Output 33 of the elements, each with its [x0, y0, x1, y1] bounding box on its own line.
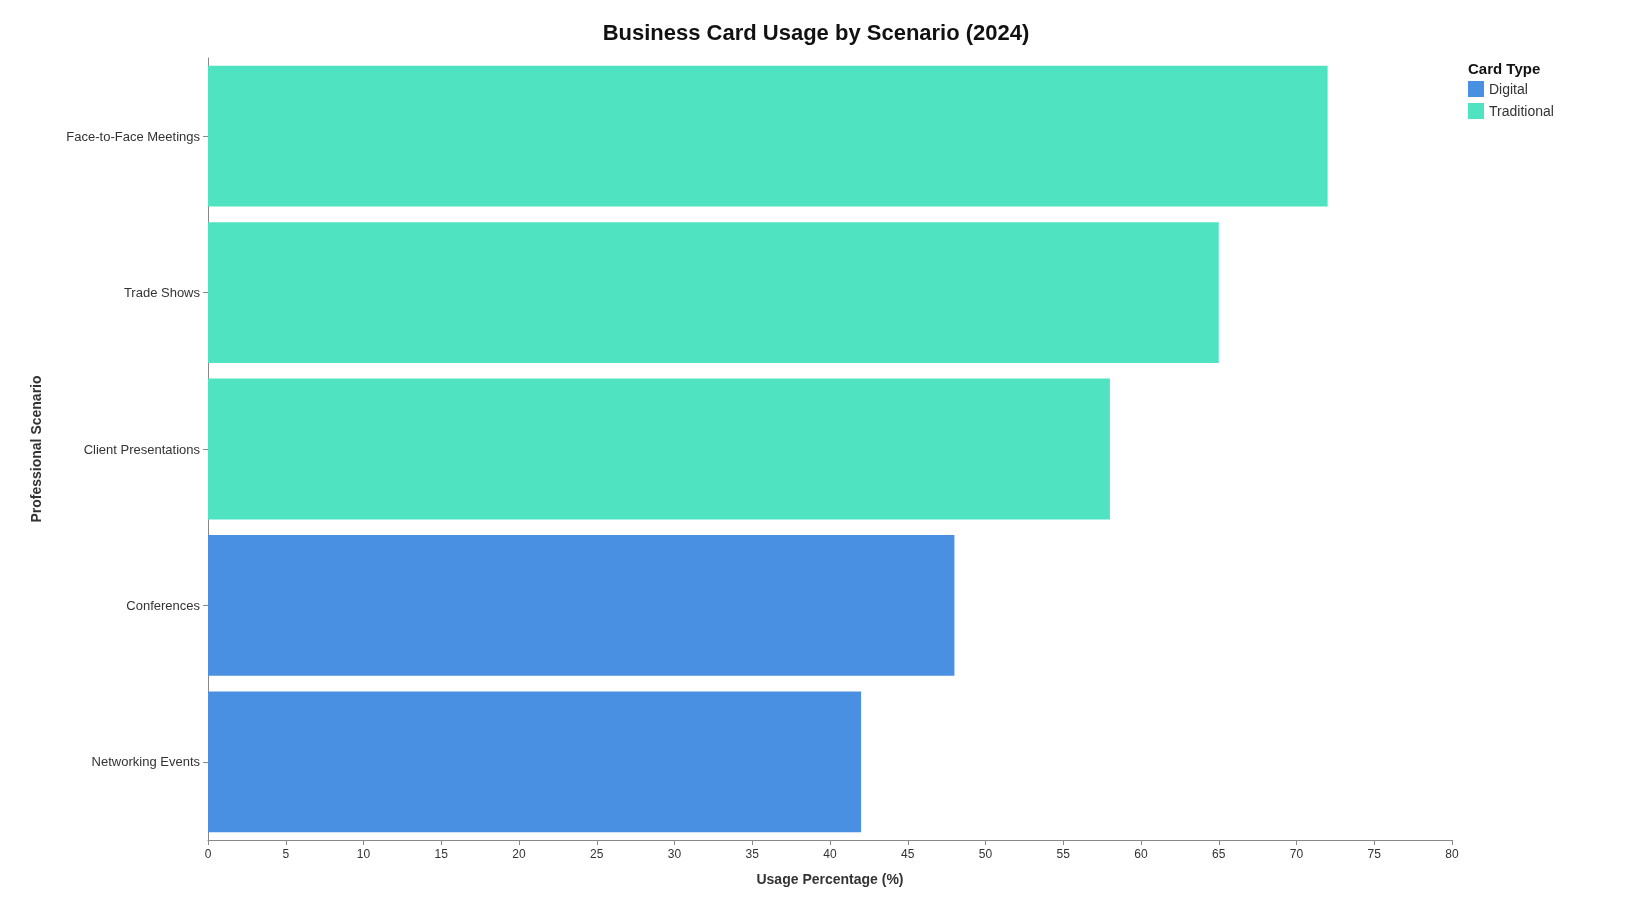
chart-title: Business Card Usage by Scenario (2024): [602, 19, 1030, 45]
x-tick-label: 80: [1445, 847, 1459, 861]
x-tick-label: 60: [1134, 847, 1148, 861]
x-tick-label: 20: [512, 847, 526, 861]
x-tick-label: 35: [745, 847, 760, 861]
legend-label: Digital: [1489, 81, 1528, 97]
x-tick-label: 15: [434, 847, 449, 861]
x-tick-label: 0: [204, 847, 212, 861]
bar: [208, 65, 1328, 207]
bar: [208, 378, 1110, 520]
y-tick-label: Networking Events: [91, 754, 201, 770]
x-tick-label: 30: [667, 847, 682, 861]
x-tick-label: 5: [282, 847, 290, 861]
y-tick-label: Trade Shows: [123, 285, 201, 301]
y-tick-label: Face-to-Face Meetings: [66, 128, 201, 144]
x-tick-label: 70: [1289, 847, 1304, 861]
x-tick-label: 45: [901, 847, 915, 861]
bar: [208, 535, 955, 676]
bar: [208, 691, 862, 833]
x-tick-label: 10: [356, 847, 371, 861]
y-axis-title: Professional Scenario: [28, 375, 44, 523]
x-tick-label: 50: [978, 847, 993, 861]
legend-label: Traditional: [1489, 103, 1554, 119]
legend-title: Card Type: [1468, 60, 1541, 77]
x-tick-label: 25: [590, 847, 604, 861]
x-tick-label: 40: [823, 847, 837, 861]
y-tick-label: Conferences: [126, 597, 201, 613]
y-tick-label: Client Presentations: [83, 441, 201, 457]
x-axis-title: Usage Percentage (%): [756, 871, 904, 887]
x-tick-label: 65: [1212, 847, 1226, 861]
bar: [208, 222, 1219, 363]
x-tick-label: 75: [1367, 847, 1382, 861]
x-tick-label: 55: [1056, 847, 1071, 861]
